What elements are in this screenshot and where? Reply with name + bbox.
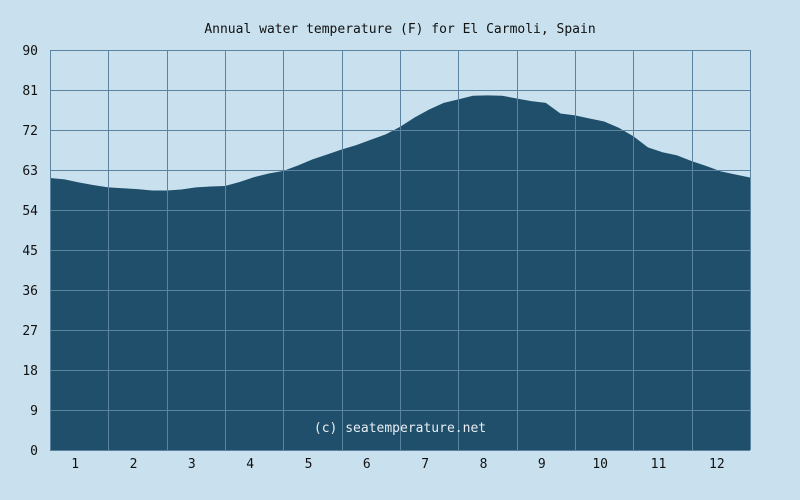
y-tick-label: 36 <box>22 284 38 299</box>
y-tick-label: 54 <box>22 204 38 219</box>
x-tick-label: 10 <box>592 457 608 472</box>
y-tick-label: 9 <box>30 404 38 419</box>
credit-text: (c) seatemperature.net <box>314 421 486 436</box>
y-tick-label: 27 <box>22 324 38 339</box>
x-tick-label: 12 <box>709 457 725 472</box>
y-tick-label: 81 <box>22 84 38 99</box>
x-tick-label: 7 <box>421 457 429 472</box>
grid-lines <box>50 50 751 451</box>
x-tick-label: 2 <box>130 457 138 472</box>
x-tick-label: 9 <box>538 457 546 472</box>
y-tick-label: 72 <box>22 124 38 139</box>
x-tick-label: 11 <box>651 457 667 472</box>
x-axis-ticks: 1 2 3 4 5 6 7 8 9 10 11 12 <box>71 457 724 472</box>
y-tick-label: 0 <box>30 444 38 459</box>
y-tick-label: 18 <box>22 364 38 379</box>
x-tick-label: 1 <box>71 457 79 472</box>
y-tick-label: 63 <box>22 164 38 179</box>
x-tick-label: 3 <box>188 457 196 472</box>
chart-title: Annual water temperature (F) for El Carm… <box>204 22 595 37</box>
y-axis-ticks: 0 9 18 27 36 45 54 63 72 81 90 <box>22 44 38 459</box>
x-tick-label: 4 <box>246 457 254 472</box>
x-tick-label: 5 <box>305 457 313 472</box>
y-tick-label: 45 <box>22 244 38 259</box>
y-tick-label: 90 <box>22 44 38 59</box>
x-tick-label: 6 <box>363 457 371 472</box>
x-tick-label: 8 <box>480 457 488 472</box>
